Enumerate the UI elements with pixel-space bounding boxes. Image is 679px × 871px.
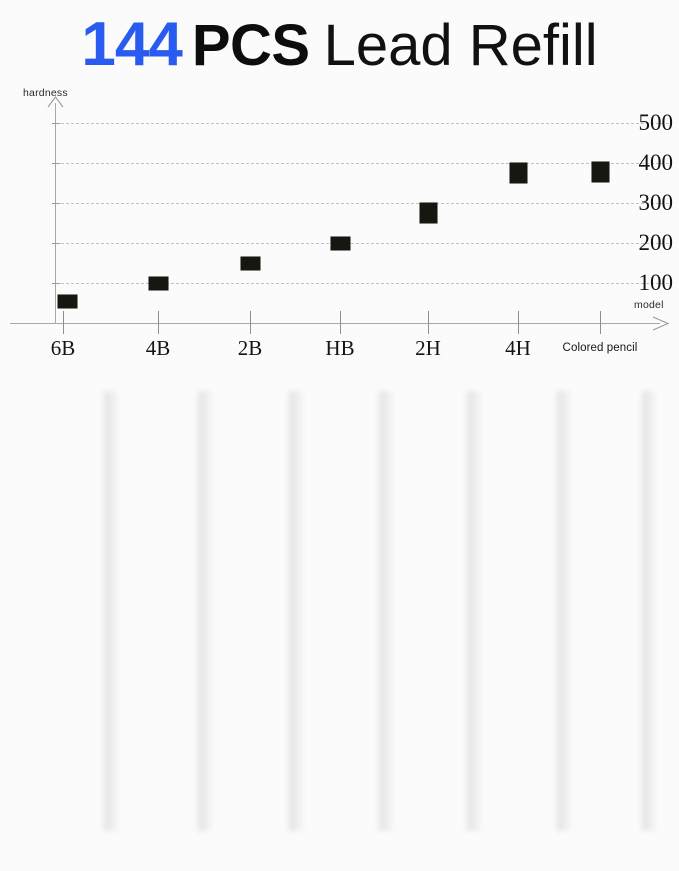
x-tick-label-6b: 6B xyxy=(50,336,76,360)
title-unit: PCS xyxy=(191,13,310,78)
bundle-shadow xyxy=(198,391,212,831)
x-axis-title: model xyxy=(634,299,664,311)
y-tick-label: 400 xyxy=(638,150,674,175)
bundle-shadow xyxy=(104,391,118,831)
data-marker-2b xyxy=(240,256,260,270)
x-axis-arrow-icon xyxy=(652,316,670,331)
y-tick-label: 200 xyxy=(638,230,674,255)
x-axis-line xyxy=(10,323,660,324)
y-tick-label: 300 xyxy=(638,190,674,215)
data-marker-4b xyxy=(148,276,168,290)
graphite-pencil-bundle xyxy=(243,362,303,871)
graphite-pencil-bundle xyxy=(421,362,481,871)
data-marker-4h xyxy=(509,163,527,183)
x-tick-label-hb: HB xyxy=(325,336,355,360)
graphite-pencil-bundle xyxy=(152,362,212,871)
data-marker-2h xyxy=(419,203,437,223)
graphite-pencil-bundle xyxy=(333,362,393,871)
x-tick-mark xyxy=(340,311,341,334)
graphite-pencil-bundle xyxy=(58,362,118,871)
data-marker-hb xyxy=(330,236,350,250)
gridline xyxy=(56,283,669,284)
title-count: 144 xyxy=(81,10,182,79)
x-tick-mark xyxy=(600,311,601,334)
gridline xyxy=(56,203,669,204)
x-tick-label-4b: 4B xyxy=(145,336,171,360)
x-tick-mark xyxy=(63,311,64,334)
gridline xyxy=(56,163,669,164)
bundle-shadow xyxy=(379,391,393,831)
title-product: Lead Refill xyxy=(323,13,598,78)
x-tick-label-colored-pencil: Colored pencil xyxy=(562,342,638,354)
bundle-shadow xyxy=(289,391,303,831)
x-tick-mark xyxy=(428,311,429,334)
pencil-bundles-photo xyxy=(0,362,679,871)
gridline xyxy=(56,123,669,124)
y-tick-mark xyxy=(52,283,60,284)
y-tick-mark xyxy=(52,123,60,124)
graphite-pencil-bundle xyxy=(511,362,571,871)
bundle-shadow xyxy=(557,391,571,831)
gridline xyxy=(56,243,669,244)
y-axis-title: hardness xyxy=(23,87,68,99)
x-tick-mark xyxy=(250,311,251,334)
y-tick-mark xyxy=(52,203,60,204)
page-title: 144 PCS Lead Refill xyxy=(0,14,679,76)
bundle-shadow xyxy=(642,391,656,831)
colored-pencil-bundle xyxy=(596,362,656,871)
x-tick-mark xyxy=(518,311,519,334)
x-tick-label-2b: 2B xyxy=(237,336,263,360)
x-tick-mark xyxy=(158,311,159,334)
y-tick-label: 500 xyxy=(638,110,674,135)
hardness-vs-model-chart: hardness model 500 400 300 200 100 6B 4B 2B HB 2… xyxy=(0,86,679,361)
y-tick-label: 100 xyxy=(638,270,674,295)
x-tick-label-2h: 2H xyxy=(415,336,441,360)
y-axis-arrow-icon xyxy=(47,96,64,108)
data-marker-6b xyxy=(57,294,77,308)
y-tick-mark xyxy=(52,243,60,244)
x-tick-label-4h: 4H xyxy=(505,336,531,360)
y-tick-mark xyxy=(52,163,60,164)
bundle-shadow xyxy=(467,391,481,831)
data-marker-colored-pencil xyxy=(591,161,609,182)
y-axis-line xyxy=(55,103,56,323)
